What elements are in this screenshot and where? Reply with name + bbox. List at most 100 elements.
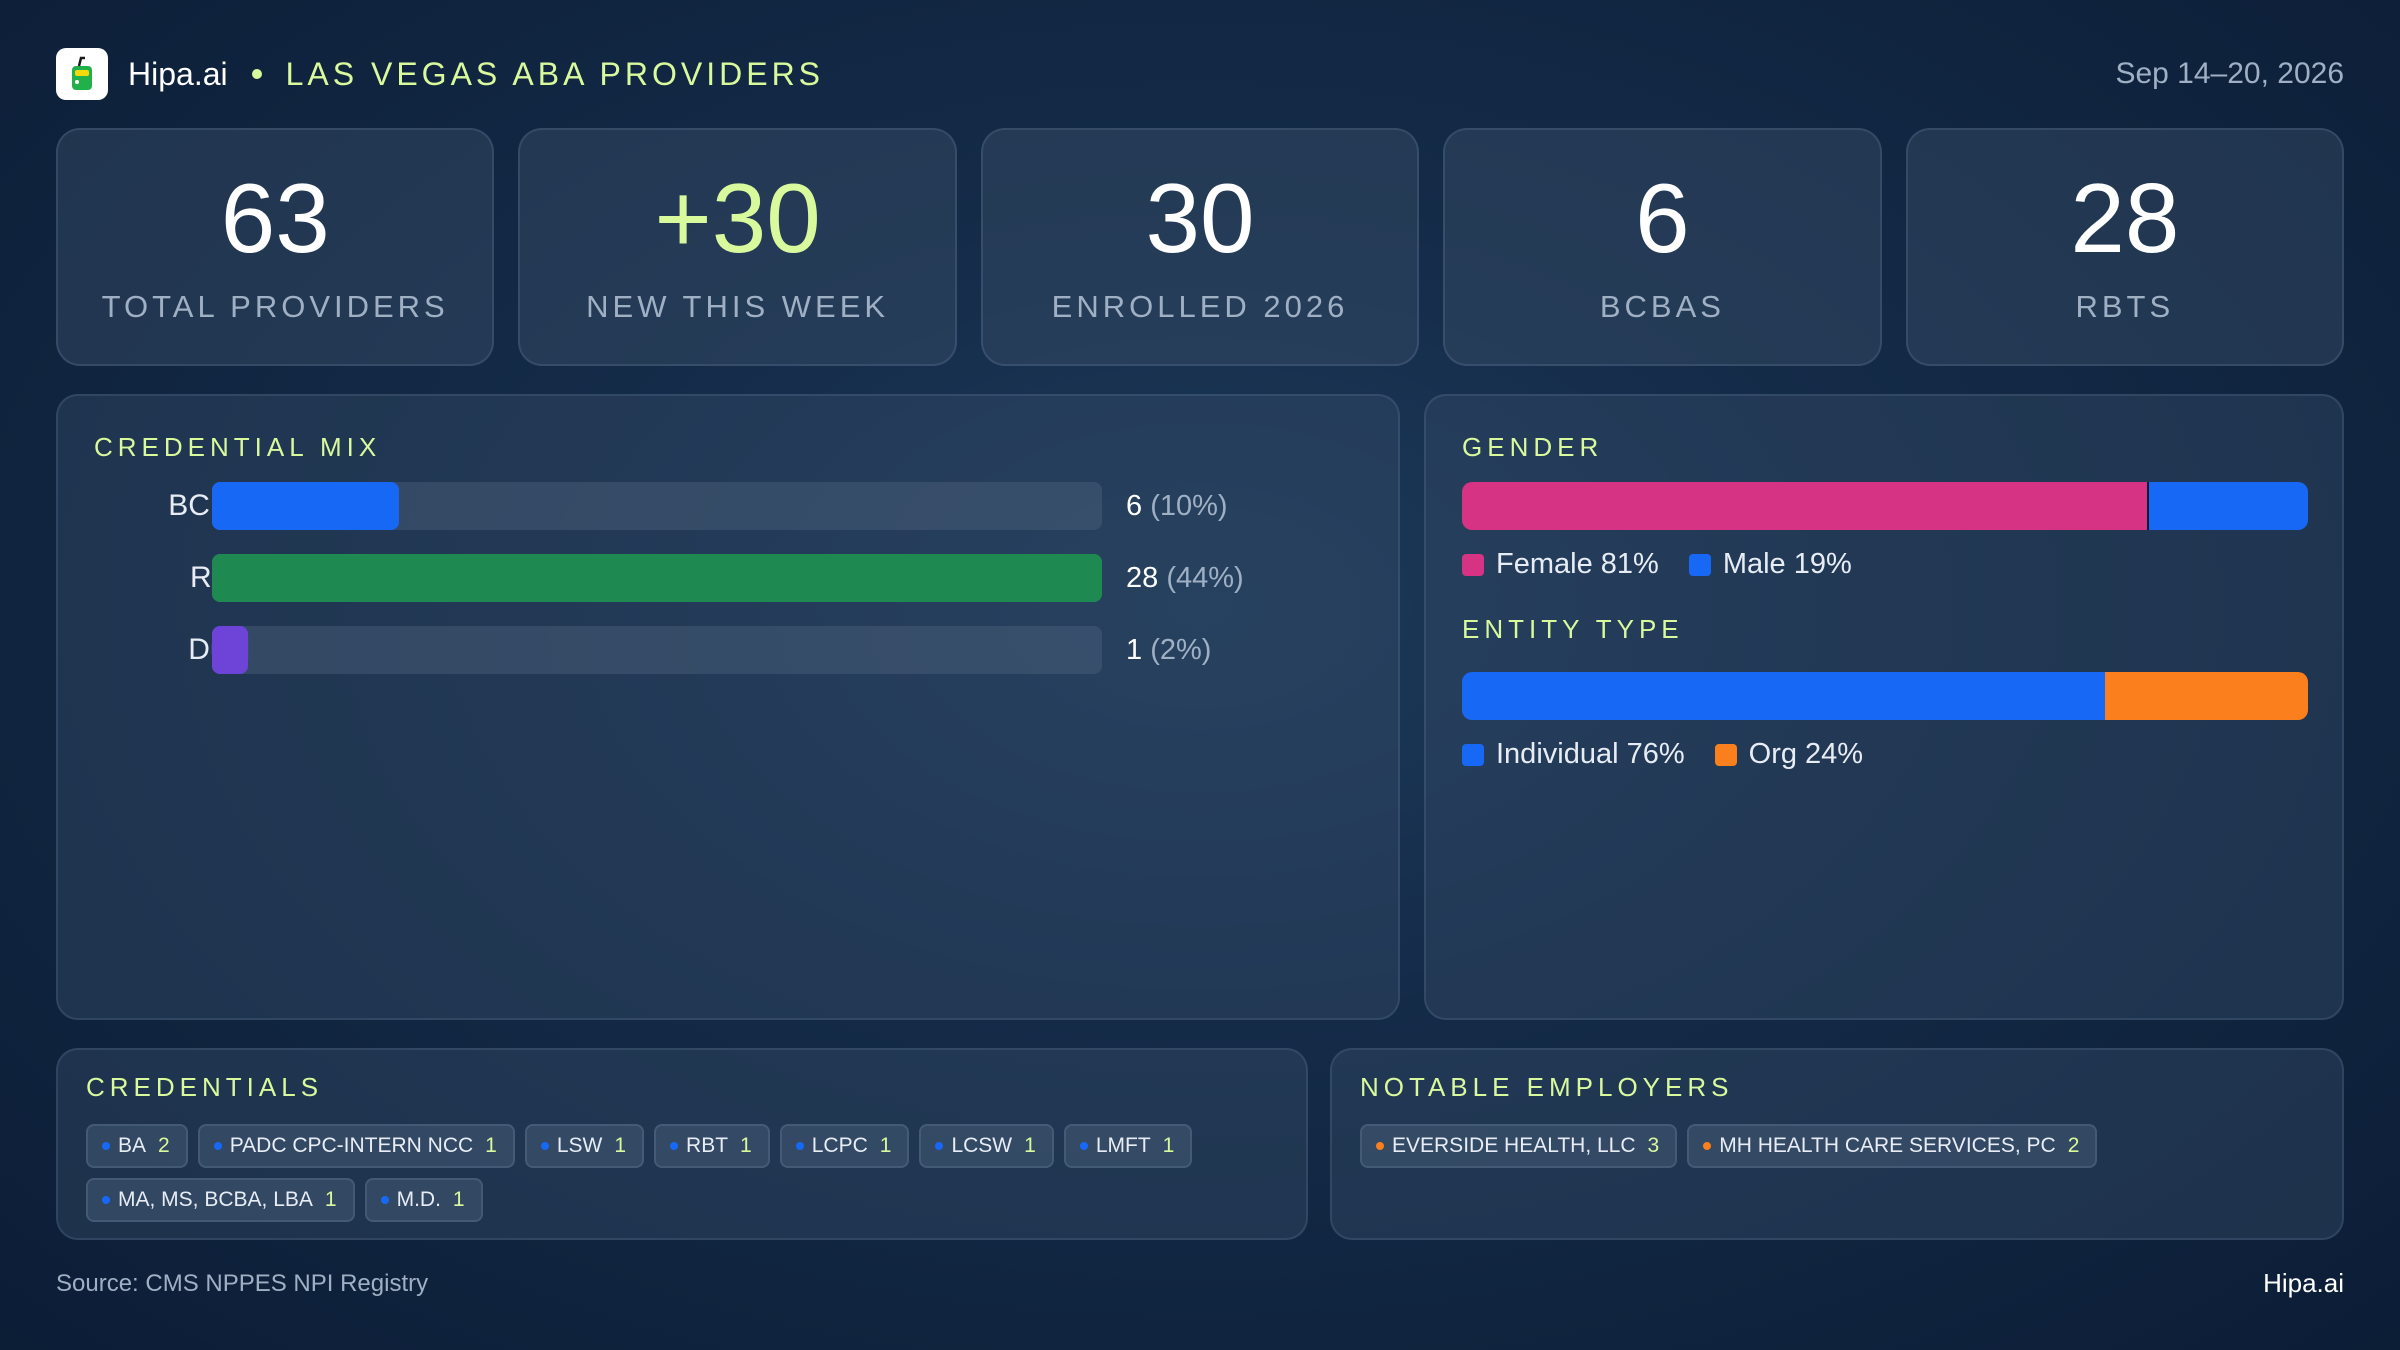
chip-label: MA, MS, BCBA, LBA (118, 1188, 313, 1211)
chip-label: LSW (556, 1134, 603, 1157)
employer-chip: MH HEALTH CARE SERVICES, PC 2 (1687, 1124, 2098, 1168)
chip-count: 1 (740, 1134, 752, 1157)
gender-segment-female (1462, 482, 2148, 530)
panel-title: GENDER (1462, 432, 1604, 462)
credential-mix-panel: CREDENTIAL MIX BCBA 6 (10%) RBT 28 (44%)… (56, 394, 1400, 1020)
entity-legend: Individual 76% Org 24% (1462, 738, 1863, 771)
chip-label: BA (118, 1134, 147, 1157)
chip-count: 3 (1647, 1134, 1660, 1157)
bar-fill-rbt (212, 554, 1102, 602)
source-note: Source: CMS NPPES NPI Registry (56, 1270, 429, 1297)
credential-chip: M.D. 1 (364, 1178, 483, 1222)
footer-brand: Hipa.ai (2263, 1268, 2344, 1298)
chip-label: LCPC (811, 1134, 868, 1157)
legend-label: Female 81% (1496, 548, 1659, 580)
chip-label: PADC CPC-INTERN NCC (229, 1134, 474, 1157)
kpi-row: 63 TOTAL PROVIDERS +30 NEW THIS WEEK 30 … (56, 128, 2345, 366)
kpi-card-bcbas: 6 BCBAS (1443, 128, 1882, 366)
bar-track (212, 554, 1102, 602)
chip-label: MH HEALTH CARE SERVICES, PC (1719, 1134, 2056, 1157)
credential-chip: MA, MS, BCBA, LBA 1 (86, 1178, 355, 1222)
gender-stacked-bar (1462, 482, 2308, 530)
credential-chip: LSW 1 (524, 1124, 645, 1168)
panel-title: CREDENTIAL MIX (94, 432, 382, 462)
credential-chip: PADC CPC-INTERN NCC 1 (197, 1124, 515, 1168)
panel-title: NOTABLE EMPLOYERS (1360, 1072, 1734, 1102)
chip-label: M.D. (396, 1188, 441, 1211)
gender-segment-male (2147, 482, 2308, 530)
date-range: Sep 14–20, 2026 (2115, 57, 2344, 90)
chip-dot-icon (1376, 1142, 1384, 1150)
bar-count: 6 (1126, 490, 1143, 522)
chip-label: EVERSIDE HEALTH, LLC (1392, 1134, 1636, 1157)
legend-item: Individual 76% (1462, 738, 1685, 771)
credential-bar-row: RBT 28 (44%) (58, 554, 1398, 602)
kpi-value: +30 (654, 163, 821, 273)
chip-count: 1 (1162, 1134, 1175, 1157)
chip-count: 1 (485, 1134, 497, 1157)
kpi-label: RBTS (2075, 289, 2175, 324)
employers-panel: NOTABLE EMPLOYERS EVERSIDE HEALTH, LLC 3 M… (1330, 1048, 2344, 1240)
legend-item: Male 19% (1688, 548, 1852, 581)
legend-item: Org 24% (1714, 738, 1864, 771)
legend-swatch (1462, 553, 1484, 576)
credentials-panel: CREDENTIALS BA 2 PADC CPC-INTERN NCC 1 LSW 1 R… (56, 1048, 1308, 1240)
credential-bar-row: Dual 1 (2%) (58, 626, 1398, 674)
chip-count: 1 (1024, 1134, 1036, 1157)
chip-dot-icon (540, 1142, 549, 1150)
bar-track (212, 626, 1102, 674)
kpi-value: 30 (1145, 163, 1255, 273)
panel-title: ENTITY TYPE (1462, 614, 1684, 644)
chip-count: 2 (2067, 1134, 2080, 1157)
chip-count: 2 (158, 1134, 170, 1157)
bar-fill-dual (212, 626, 248, 674)
page-title: LAS VEGAS ABA PROVIDERS (285, 55, 825, 92)
kpi-card-new-this-week: +30 NEW THIS WEEK (518, 128, 957, 366)
header: Hipa.ai LAS VEGAS ABA PROVIDERS Sep 14–2… (56, 46, 2344, 102)
chip-label: RBT (686, 1134, 729, 1157)
legend-swatch (1688, 553, 1711, 576)
bar-percent: (2%) (1150, 634, 1212, 666)
credential-chip: LMFT 1 (1063, 1124, 1193, 1168)
entity-stacked-bar (1462, 672, 2308, 720)
chip-dot-icon (795, 1142, 804, 1150)
chip-dot-icon (935, 1142, 944, 1150)
kpi-label: BCBAS (1599, 289, 1725, 324)
employer-chip: EVERSIDE HEALTH, LLC 3 (1360, 1124, 1678, 1168)
employer-chip-list: EVERSIDE HEALTH, LLC 3 MH HEALTH CARE SERV… (1360, 1124, 2322, 1168)
chip-dot-icon (213, 1142, 222, 1150)
credential-bar-row: BCBA 6 (10%) (58, 482, 1398, 530)
legend-label: Individual 76% (1496, 738, 1685, 770)
entity-segment-org (2104, 672, 2308, 720)
chip-label: LMFT (1095, 1134, 1151, 1157)
credential-chip-list: BA 2 PADC CPC-INTERN NCC 1 LSW 1 RBT 1 LCPC 1 LCSW… (86, 1124, 1286, 1222)
bar-value: 1 (2%) (1126, 626, 1211, 674)
bar-count: 28 (1126, 562, 1159, 594)
chip-dot-icon (1079, 1142, 1088, 1150)
legend-label: Male 19% (1722, 548, 1852, 580)
entity-segment-individual (1462, 672, 2105, 720)
bar-value: 28 (44%) (1126, 554, 1244, 602)
kpi-label: NEW THIS WEEK (586, 289, 890, 324)
kpi-card-total-providers: 63 TOTAL PROVIDERS (56, 128, 495, 366)
kpi-value: 28 (2070, 163, 2180, 273)
bar-percent: (44%) (1166, 562, 1244, 594)
brand-logo-icon (56, 48, 108, 100)
chip-count: 1 (879, 1134, 892, 1157)
chip-count: 1 (452, 1188, 465, 1211)
legend-swatch (1462, 743, 1484, 766)
credential-chip: LCPC 1 (779, 1124, 910, 1168)
chip-label: LCSW (951, 1134, 1013, 1157)
chip-dot-icon (380, 1196, 389, 1204)
kpi-label: TOTAL PROVIDERS (101, 289, 449, 324)
credential-chip: BA 2 (86, 1124, 188, 1168)
chip-dot-icon (1703, 1142, 1712, 1150)
bar-fill-bcba (212, 482, 399, 530)
bar-value: 6 (10%) (1126, 482, 1228, 530)
credential-chip: RBT 1 (654, 1124, 770, 1168)
legend-label: Org 24% (1748, 738, 1864, 770)
chip-dot-icon (670, 1142, 679, 1150)
legend-swatch (1714, 743, 1737, 766)
credential-chip: LCSW 1 (919, 1124, 1054, 1168)
chip-count: 1 (324, 1188, 337, 1211)
